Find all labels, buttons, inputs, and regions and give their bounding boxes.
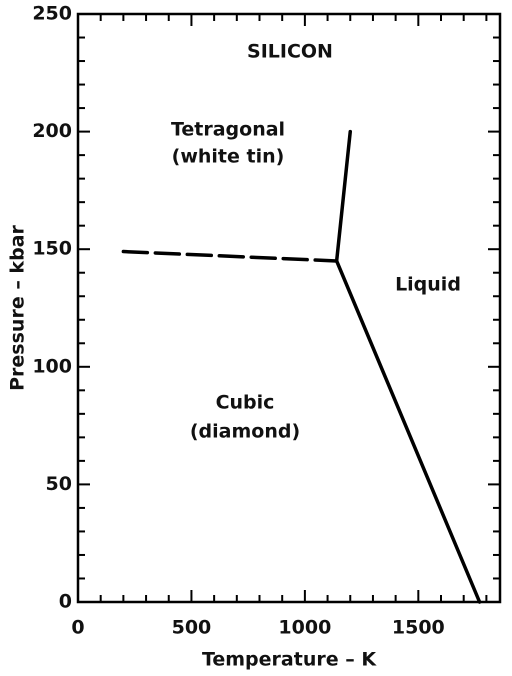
y-axis-title: Pressure – kbar	[7, 225, 29, 391]
y-tick-label: 0	[59, 591, 72, 613]
region-label: (diamond)	[190, 421, 300, 443]
region-label: (white tin)	[172, 146, 285, 168]
region-label: SILICON	[247, 41, 333, 63]
y-tick-label: 200	[32, 120, 72, 142]
phase-boundary	[334, 259, 482, 604]
y-tick-label: 250	[32, 3, 72, 25]
plot-frame	[76, 12, 502, 604]
y-tick-label: 50	[46, 473, 72, 495]
x-axis-title: Temperature – K	[202, 649, 377, 671]
phase-boundary	[334, 129, 353, 263]
x-tick-label: 500	[172, 617, 212, 639]
x-tick-label: 0	[71, 617, 84, 639]
y-tick-label: 100	[32, 355, 72, 377]
region-label: Cubic	[216, 392, 275, 414]
x-tick-label: 1500	[392, 617, 445, 639]
region-label: Tetragonal	[171, 119, 285, 141]
phase-boundary	[121, 249, 339, 263]
region-label: Liquid	[395, 274, 461, 296]
x-tick-label: 1000	[278, 617, 331, 639]
y-tick-label: 150	[32, 238, 72, 260]
